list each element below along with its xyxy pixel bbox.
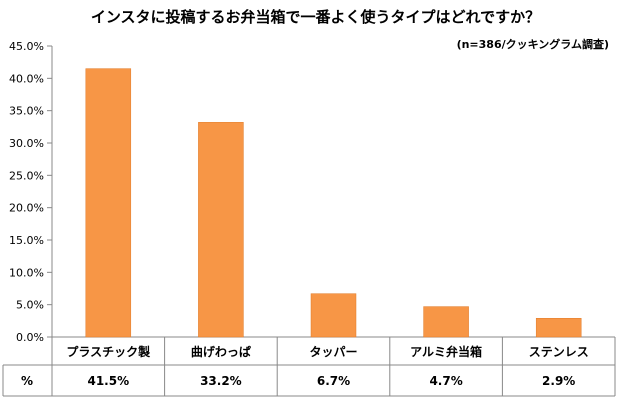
bar: [198, 122, 244, 338]
bar: [310, 293, 357, 338]
table-value-cell: 41.5%: [87, 374, 129, 388]
table-value-cell: 33.2%: [200, 374, 242, 388]
x-category-label: タッパー: [309, 345, 357, 359]
y-tick-label: 25.0%: [9, 169, 44, 182]
bar: [535, 317, 582, 338]
y-tick-label: 20.0%: [9, 202, 44, 215]
chart-axes: [51, 46, 615, 396]
table-value-cell: 2.9%: [542, 374, 575, 388]
y-tick-label: 35.0%: [9, 105, 44, 118]
y-tick-label: 5.0%: [16, 299, 44, 312]
table-value-cell: 4.7%: [429, 374, 462, 388]
chart-title: インスタに投稿するお弁当箱で一番よく使うタイプはどれですか？: [90, 8, 541, 26]
x-category-label: ステンレス: [529, 345, 589, 359]
y-tick-label: 10.0%: [9, 266, 44, 279]
y-tick-label: 30.0%: [9, 137, 44, 150]
x-category-label: 曲げわっぱ: [191, 344, 251, 359]
table-value-cell: 6.7%: [317, 374, 350, 388]
y-tick-label: 40.0%: [9, 72, 44, 85]
x-category-label: プラスチック製: [66, 344, 151, 359]
y-tick-label: 45.0%: [9, 40, 44, 53]
sample-size-note: (n=386/クッキングラム調査): [456, 38, 609, 51]
bar: [423, 306, 469, 338]
table-row-header: %: [21, 374, 33, 388]
bars: [85, 68, 582, 338]
y-tick-label: 15.0%: [9, 234, 44, 247]
y-tick-label: 0.0%: [16, 331, 44, 344]
data-table: % プラスチック製 41.5% 曲げわっぱ 33.2% タッパー 6.7% アルミ弁当箱 4.7…: [2, 337, 616, 397]
x-category-label: アルミ弁当箱: [410, 344, 482, 359]
y-axis-ticks: 0.0% 5.0% 10.0% 15.0% 20.0% 25.0% 30.0% 35.0% 40…: [9, 40, 52, 344]
bar: [85, 68, 132, 338]
